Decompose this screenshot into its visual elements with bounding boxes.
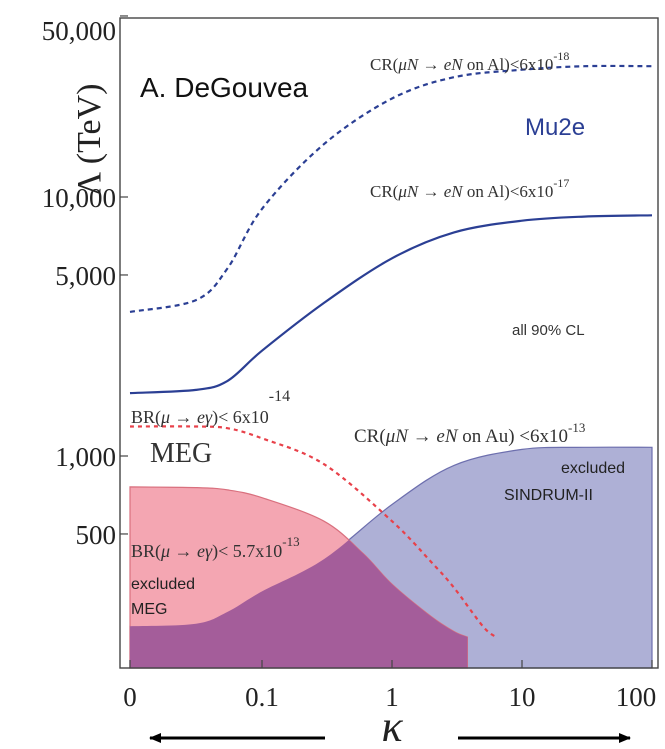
sindrum-label: SINDRUM-II	[504, 487, 593, 504]
mu2e-dashed-curve	[129, 64, 653, 313]
y-axis: 50,000 10,000 5,000 1,000 500	[42, 15, 128, 550]
meg-dashed-curve	[129, 425, 497, 638]
x-tick-label: 0	[123, 682, 137, 712]
y-tick-label: 10,000	[42, 183, 116, 213]
x-axis-label: κ	[381, 702, 403, 749]
x-tick-label: 100	[616, 682, 657, 712]
y-tick-label: 500	[76, 520, 117, 550]
plot-frame	[119, 17, 659, 669]
x-axis: 0 0.1 1 10 100	[123, 660, 656, 712]
x-tick-label: 0.1	[245, 682, 279, 712]
meg-excluded-text: excluded	[131, 576, 195, 593]
cl-note: all 90% CL	[512, 322, 585, 339]
y-axis-label: Λ (TeV)	[71, 84, 108, 197]
y-tick-label: 5,000	[55, 261, 116, 291]
mu2e-label: Mu2e	[525, 114, 585, 141]
br-meg-future-annotation: BR(μ → eγ)< 6x10-14	[131, 388, 290, 428]
meg-excluded-label: MEG	[131, 601, 167, 618]
cr-au-annotation: CR(μN → eN on Au) <6x10-13	[354, 420, 585, 447]
cr-al-18-annotation: CR(μN → eN on Al)<6x10-18	[370, 49, 569, 74]
y-tick-label: 1,000	[55, 442, 116, 472]
sindrum-excluded-text: excluded	[561, 460, 625, 477]
mu2e-solid-curve	[129, 214, 653, 395]
author-label: A. DeGouvea	[140, 72, 309, 103]
cr-al-17-annotation: CR(μN → eN on Al)<6x10-17	[370, 176, 569, 201]
br-meg-excluded-annotation: BR(μ → eγ)< 5.7x10-13	[131, 534, 300, 562]
y-tick-label: 50,000	[42, 16, 116, 46]
meg-label: MEG	[150, 438, 212, 469]
x-tick-label: 10	[509, 682, 536, 712]
x-tick-label: 1	[385, 682, 399, 712]
